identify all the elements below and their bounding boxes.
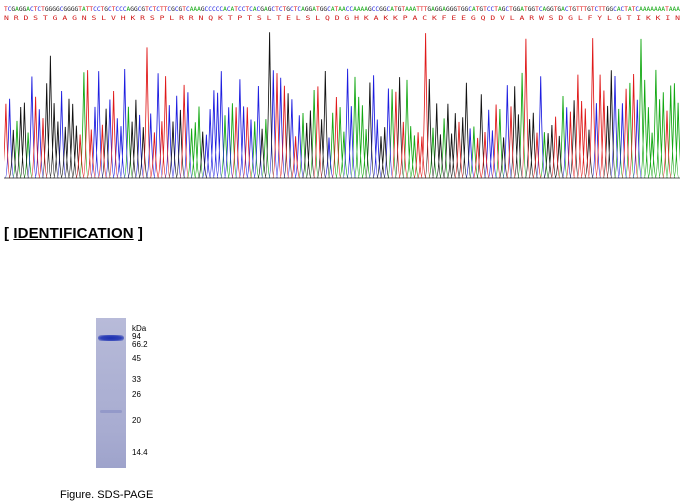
trace-c <box>4 68 643 179</box>
ladder-marker: 66.2 <box>132 340 148 349</box>
nucleotide-text: TCGAGGACTCTGGGGCGGGGTATTCCTGCTCCCAGGCGTC… <box>4 6 680 13</box>
ladder-marker: 14.4 <box>132 448 148 457</box>
heading-title: IDENTIFICATION <box>13 225 134 242</box>
figure-caption: Figure. SDS-PAGE <box>60 489 154 501</box>
faint-band <box>100 410 122 413</box>
amino-acid-text: N R D S T G A G N S L V H K R S P L R R … <box>4 15 680 22</box>
ladder-marker: 33 <box>132 375 141 384</box>
trace-g <box>8 32 617 179</box>
trace-t <box>4 33 672 179</box>
sequencing-chromatogram <box>4 32 680 179</box>
heading-open-bracket: [ <box>4 225 14 242</box>
heading-close-bracket: ] <box>133 225 144 242</box>
trace-a <box>12 38 680 179</box>
ladder-unit: kDa <box>132 324 147 333</box>
ladder-marker: 45 <box>132 354 141 363</box>
sds-page-figure: kDa 94 66.2 45 33 26 20 14.4 <box>96 318 160 470</box>
ladder-marker: 94 <box>132 332 141 341</box>
amino-acid-translation: N R D S T G A G N S L V H K R S P L R R … <box>4 15 680 22</box>
ladder-marker: 26 <box>132 390 141 399</box>
protein-band <box>98 335 124 341</box>
gel-lane <box>96 318 126 468</box>
base-call-sequence: TCGAGGACTCTGGGGCGGGGTATTCCTGCTCCCAGGCGTC… <box>4 6 680 13</box>
ladder-marker: 20 <box>132 416 141 425</box>
section-heading: [ IDENTIFICATION ] <box>4 225 143 242</box>
